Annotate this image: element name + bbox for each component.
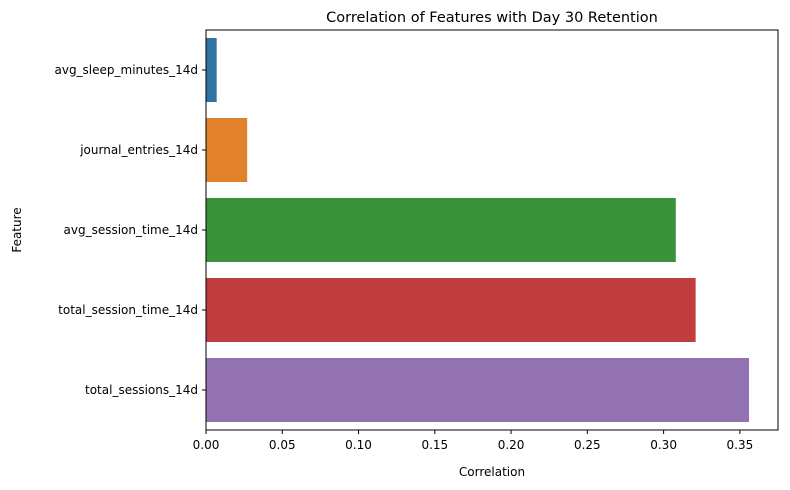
y-tick-label: avg_sleep_minutes_14d — [54, 63, 198, 77]
x-tick-label: 0.10 — [345, 438, 372, 452]
plot-frame — [205, 29, 779, 431]
x-tick-label: 0.15 — [421, 438, 448, 452]
x-tick-label: 0.30 — [650, 438, 677, 452]
y-tick-label: total_session_time_14d — [58, 303, 198, 317]
bar-avg-sleep-minutes-14d — [206, 38, 217, 102]
y-tick-label: journal_entries_14d — [79, 143, 198, 157]
bar-journal-entries-14d — [206, 118, 248, 182]
x-tick-label: 0.00 — [193, 438, 220, 452]
bar-total-sessions-14d — [206, 358, 750, 422]
y-tick-label: total_sessions_14d — [85, 383, 198, 397]
y-axis-ticks: avg_sleep_minutes_14d journal_entries_14d… — [54, 63, 206, 397]
x-axis-ticks: 0.00 0.05 0.10 0.15 0.20 0.25 0.30 0.35 — [193, 430, 754, 452]
bar-avg-session-time-14d — [206, 198, 676, 262]
y-tick-label: avg_session_time_14d — [64, 223, 199, 237]
y-axis-label: Feature — [10, 207, 24, 252]
bars-group — [206, 38, 750, 422]
chart-title: Correlation of Features with Day 30 Rete… — [326, 10, 658, 26]
x-tick-label: 0.05 — [269, 438, 296, 452]
x-axis-label: Correlation — [459, 465, 525, 479]
bar-total-session-time-14d — [206, 278, 696, 342]
x-tick-label: 0.35 — [727, 438, 754, 452]
x-tick-label: 0.25 — [574, 438, 601, 452]
x-tick-label: 0.20 — [498, 438, 525, 452]
